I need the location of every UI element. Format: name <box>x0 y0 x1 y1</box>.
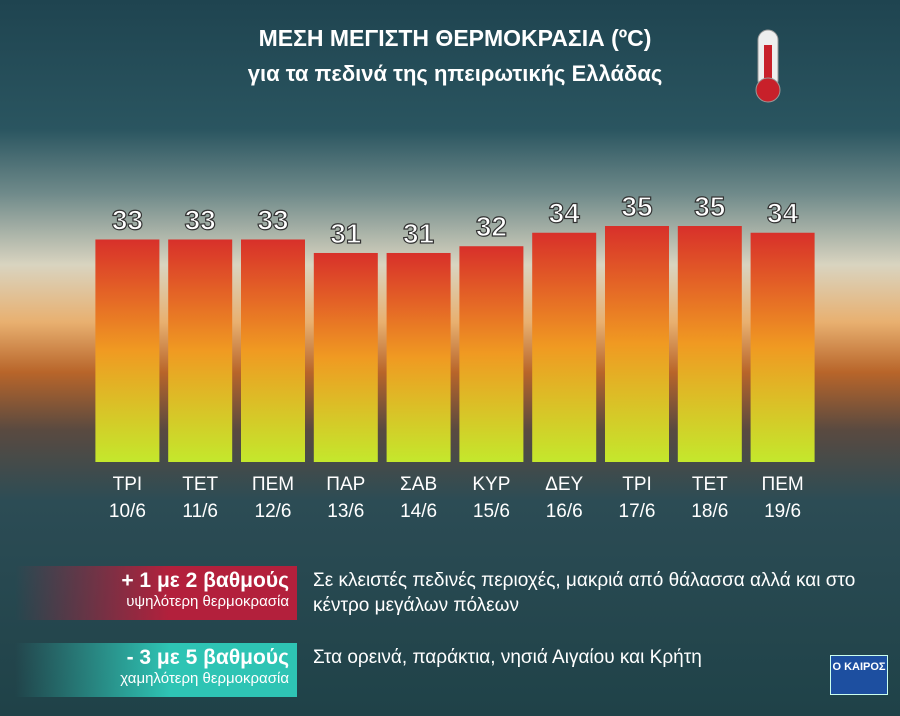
x-tick-label: ΚΥΡ <box>472 474 510 495</box>
note-text: Στα ορεινά, παράκτια, νησιά Αιγαίου και … <box>313 647 702 668</box>
x-tick-label: ΠΕΜ <box>252 474 294 495</box>
value-label: 33 <box>112 204 143 235</box>
note-sublabel: υψηλότερη θερμοκρασία <box>126 593 289 610</box>
value-label: 31 <box>403 218 434 249</box>
value-label: 34 <box>549 198 581 229</box>
bar <box>313 252 378 462</box>
note-text: Σε κλειστές πεδινές περιοχές, μακριά από… <box>313 570 856 616</box>
x-tick-label: ΤΕΤ <box>182 474 218 495</box>
bar <box>532 232 597 462</box>
x-tick-label: 15/6 <box>473 501 510 522</box>
x-tick-label: 12/6 <box>255 501 292 522</box>
note-label: - 3 με 5 βαθμούς <box>126 646 289 669</box>
x-tick-label: ΤΡΙ <box>113 474 143 495</box>
x-tick-label: ΠΕΜ <box>761 474 803 495</box>
note-box: - 3 με 5 βαθμούς χαμηλότερη θερμοκρασία <box>15 643 297 697</box>
x-tick-label: 11/6 <box>182 501 218 522</box>
bar <box>677 226 742 462</box>
value-label: 31 <box>330 218 361 249</box>
chart-title: ΜΕΣΗ ΜΕΓΙΣΤΗ ΘΕΡΜΟΚΡΑΣΙΑ (ºC) <box>259 25 652 51</box>
note-label: + 1 με 2 βαθμούς <box>121 569 289 592</box>
value-label: 33 <box>185 204 216 235</box>
x-tick-label: ΤΕΤ <box>692 474 728 495</box>
bar <box>750 232 815 462</box>
value-label: 33 <box>257 204 288 235</box>
x-tick-label: ΠΑΡ <box>326 474 365 495</box>
x-tick-label: ΣΑΒ <box>400 474 437 495</box>
x-tick-label: 19/6 <box>764 501 801 522</box>
x-tick-label: 16/6 <box>546 501 583 522</box>
x-tick-label: 17/6 <box>619 501 656 522</box>
bar <box>605 226 669 462</box>
bar <box>459 246 524 462</box>
x-tick-label: 10/6 <box>109 501 146 522</box>
bar <box>168 239 233 462</box>
value-label: 35 <box>694 191 725 222</box>
note-sublabel: χαμηλότερη θερμοκρασία <box>120 670 289 687</box>
note-box: + 1 με 2 βαθμούς υψηλότερη θερμοκρασία <box>15 566 297 620</box>
x-tick-label: 14/6 <box>400 501 437 522</box>
x-tick-label: 13/6 <box>327 501 364 522</box>
thermometer-icon <box>755 29 781 103</box>
value-label: 34 <box>767 198 799 229</box>
x-tick-label: ΔΕΥ <box>545 474 583 495</box>
logo: Ο ΚΑΙΡΟΣ <box>830 655 888 695</box>
bar <box>386 252 451 462</box>
x-tick-label: ΤΡΙ <box>622 474 652 495</box>
bar <box>241 239 305 462</box>
value-label: 35 <box>621 191 652 222</box>
chart-subtitle: για τα πεδινά της ηπειρωτικής Ελλάδας <box>248 61 663 86</box>
x-tick-label: 18/6 <box>691 501 728 522</box>
value-label: 32 <box>476 211 507 242</box>
bar <box>95 239 160 462</box>
